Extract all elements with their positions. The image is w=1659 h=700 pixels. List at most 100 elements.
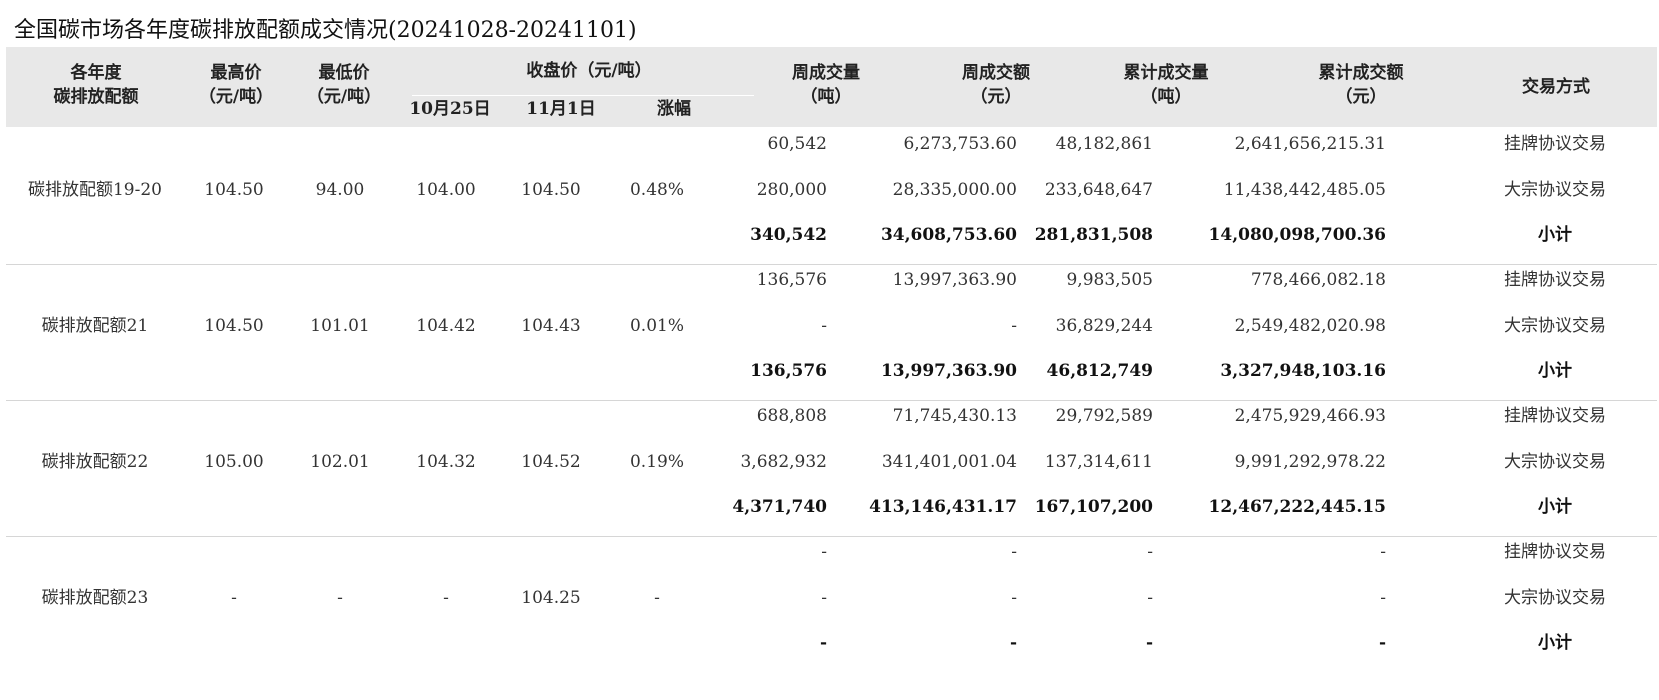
close-price-prev: -: [443, 587, 449, 608]
week-volume: 340,542: [750, 225, 827, 245]
trade-method: 大宗协议交易: [1504, 179, 1606, 200]
trade-method: 大宗协议交易: [1504, 315, 1606, 336]
cumulative-volume: 48,182,861: [1055, 134, 1153, 154]
close-price-curr: 104.25: [521, 587, 581, 608]
cumulative-volume: 137,314,611: [1044, 451, 1153, 472]
trade-method: 挂牌协议交易: [1504, 270, 1606, 290]
week-volume: 136,576: [756, 270, 827, 290]
week-amount: -: [1011, 542, 1017, 562]
header-close-price: 收盘价（元/吨）: [526, 61, 652, 81]
cumulative-amount: 14,080,098,700.36: [1208, 225, 1386, 245]
header-cum-amount: 累计成交额 （元）: [1318, 63, 1404, 107]
cumulative-amount: -: [1378, 633, 1386, 653]
price-change: 0.48%: [629, 179, 684, 200]
week-amount: 413,146,431.17: [869, 497, 1017, 517]
week-amount: 34,608,753.60: [880, 225, 1017, 245]
cumulative-amount: 778,466,082.18: [1250, 270, 1386, 290]
close-price-curr: 104.50: [521, 179, 581, 200]
allowance-name: 碳排放配额23: [41, 587, 149, 608]
page-title: 全国碳市场各年度碳排放配额成交情况(20241028-20241101): [14, 18, 637, 43]
week-amount: -: [1011, 587, 1017, 608]
cumulative-volume: 233,648,647: [1044, 179, 1153, 200]
close-price-prev: 104.00: [416, 179, 476, 200]
week-volume: 3,682,932: [740, 451, 827, 472]
trade-method: 挂牌协议交易: [1504, 134, 1606, 154]
header-divider: [412, 95, 754, 96]
header-allowance: 各年度 碳排放配额: [53, 63, 139, 107]
allowance-name: 碳排放配额22: [41, 451, 149, 472]
high-price: -: [231, 587, 237, 608]
price-change: 0.01%: [629, 315, 684, 336]
cumulative-volume: 36,829,244: [1055, 315, 1153, 336]
high-price: 104.50: [204, 315, 264, 336]
cumulative-volume: 281,831,508: [1034, 225, 1153, 245]
week-amount: -: [1009, 633, 1017, 653]
week-volume: 280,000: [756, 179, 827, 200]
cumulative-amount: 2,475,929,466.93: [1234, 406, 1386, 426]
price-change: 0.19%: [629, 451, 684, 472]
week-volume: 60,542: [767, 134, 827, 154]
high-price: 104.50: [204, 179, 264, 200]
header-close-prev: 10月25日: [409, 99, 491, 119]
week-amount: 13,997,363.90: [892, 270, 1017, 290]
cumulative-amount: 11,438,442,485.05: [1223, 179, 1386, 200]
trade-method: 挂牌协议交易: [1504, 406, 1606, 426]
week-volume: -: [821, 542, 827, 562]
price-change: -: [654, 587, 660, 608]
close-price-curr: 104.43: [521, 315, 581, 336]
week-amount: 6,273,753.60: [903, 134, 1017, 154]
cumulative-amount: -: [1380, 542, 1386, 562]
header-high-price: 最高价 （元/吨）: [198, 63, 274, 107]
cumulative-volume: 167,107,200: [1034, 497, 1153, 517]
table-header: 各年度 碳排放配额 最高价 （元/吨） 最低价 （元/吨） 收盘价（元/吨） 10月2…: [6, 47, 1657, 127]
header-cum-volume: 累计成交量 （吨）: [1123, 63, 1209, 107]
group-divider: [6, 400, 1657, 401]
high-price: 105.00: [204, 451, 264, 472]
cumulative-amount: 9,991,292,978.22: [1234, 451, 1386, 472]
week-amount: -: [1011, 315, 1017, 336]
cumulative-volume: -: [1147, 587, 1153, 608]
header-method: 交易方式: [1522, 77, 1590, 97]
cumulative-amount: 3,327,948,103.16: [1220, 361, 1386, 381]
cumulative-amount: -: [1380, 587, 1386, 608]
cumulative-volume: -: [1147, 542, 1153, 562]
trade-method: 挂牌协议交易: [1504, 542, 1606, 562]
cumulative-amount: 12,467,222,445.15: [1208, 497, 1386, 517]
allowance-name: 碳排放配额19-20: [27, 179, 162, 200]
week-volume: -: [821, 587, 827, 608]
trade-method: 小计: [1538, 225, 1572, 245]
week-volume: 136,576: [750, 361, 827, 381]
allowance-name: 碳排放配额21: [41, 315, 149, 336]
week-volume: -: [819, 633, 827, 653]
cumulative-amount: 2,549,482,020.98: [1234, 315, 1386, 336]
header-low-price: 最低价 （元/吨）: [306, 63, 382, 107]
week-amount: 71,745,430.13: [892, 406, 1017, 426]
week-volume: -: [821, 315, 827, 336]
week-amount: 341,401,001.04: [881, 451, 1017, 472]
trade-method: 小计: [1538, 497, 1572, 517]
week-volume: 4,371,740: [732, 497, 827, 517]
close-price-prev: 104.32: [416, 451, 476, 472]
group-divider: [6, 536, 1657, 537]
cumulative-volume: 46,812,749: [1046, 361, 1153, 381]
low-price: 94.00: [315, 179, 365, 200]
cumulative-volume: 9,983,505: [1066, 270, 1153, 290]
cumulative-volume: -: [1145, 633, 1153, 653]
low-price: 101.01: [310, 315, 370, 336]
header-close-curr: 11月1日: [526, 99, 596, 119]
trade-method: 小计: [1538, 361, 1572, 381]
close-price-curr: 104.52: [521, 451, 581, 472]
trade-method: 大宗协议交易: [1504, 451, 1606, 472]
week-amount: 28,335,000.00: [892, 179, 1017, 200]
week-amount: 13,997,363.90: [880, 361, 1017, 381]
header-change: 涨幅: [657, 99, 691, 119]
low-price: 102.01: [310, 451, 370, 472]
week-volume: 688,808: [756, 406, 827, 426]
trade-method: 大宗协议交易: [1504, 587, 1606, 608]
header-week-amount: 周成交额 （元）: [962, 63, 1030, 107]
header-week-volume: 周成交量 （吨）: [792, 63, 860, 107]
cumulative-volume: 29,792,589: [1055, 406, 1153, 426]
low-price: -: [337, 587, 343, 608]
cumulative-amount: 2,641,656,215.31: [1234, 134, 1386, 154]
trade-method: 小计: [1538, 633, 1572, 653]
